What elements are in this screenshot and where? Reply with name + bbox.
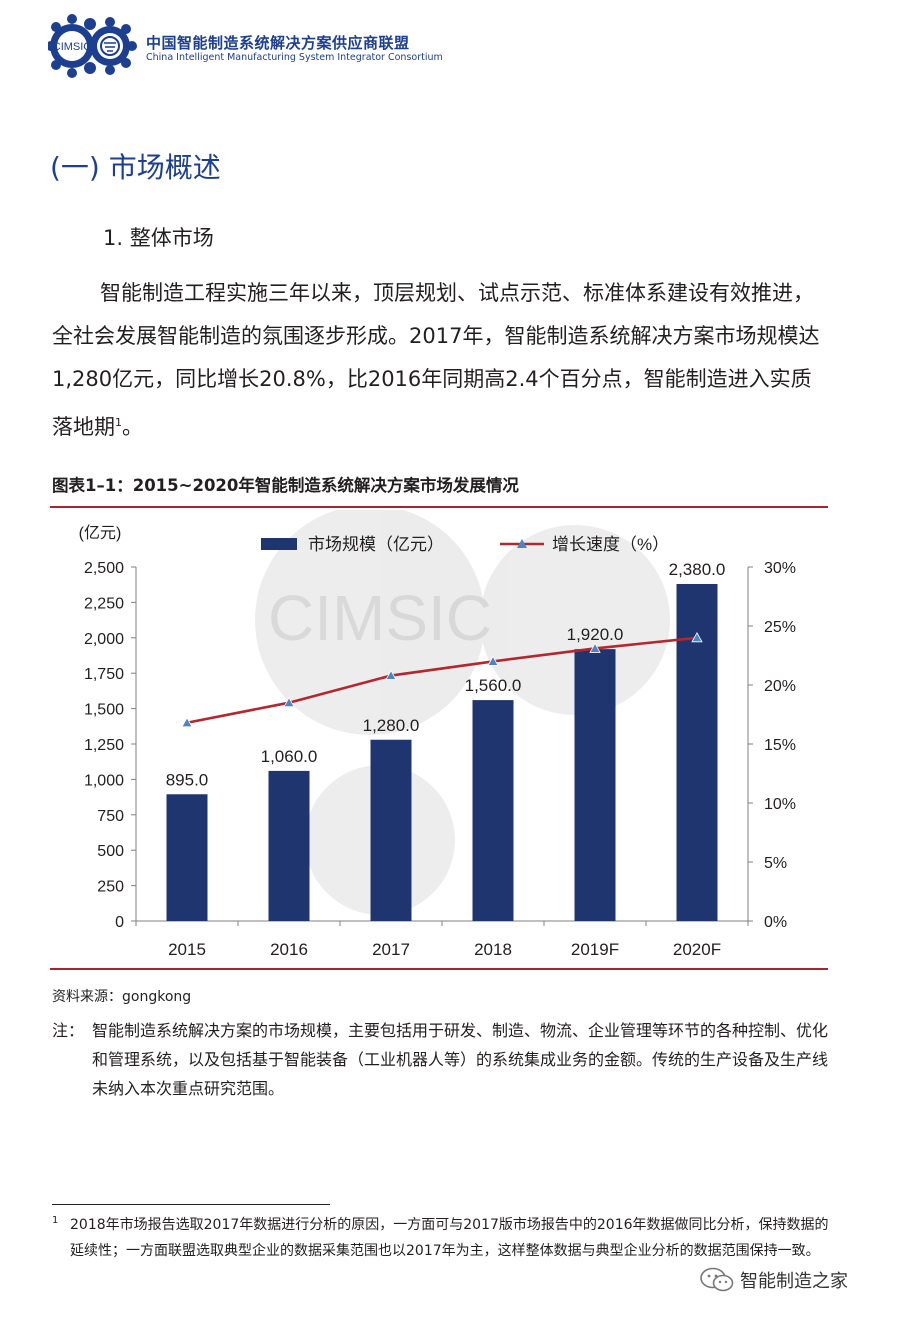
category-label: 2016 [270,940,308,959]
section-title: (一) 市场概述 [50,151,221,184]
bar [574,649,616,921]
bar-data-label: 2,380.0 [669,560,726,579]
right-tick-label: 30% [764,560,796,577]
wechat-watermark: 智能制造之家 [700,1266,848,1294]
legend-label-bar: 市场规模（亿元） [308,535,444,554]
bar-data-label: 1,280.0 [363,716,420,735]
footnote-ref: 1 [115,416,122,429]
wechat-icon [700,1267,734,1292]
bar-data-label: 1,060.0 [261,747,318,766]
left-tick-label: 0 [115,914,124,931]
left-tick-label: 2,250 [84,595,124,612]
figure-top-rule [50,506,828,508]
left-tick-label: 500 [97,843,124,860]
right-tick-label: 25% [764,619,796,636]
growth-marker [589,642,601,653]
category-label: 2020F [673,940,721,959]
bar-data-label: 895.0 [166,770,209,789]
left-tick-label: 1,500 [84,702,124,719]
legend-label-line: 增长速度（%） [552,535,669,554]
right-tick-label: 0% [764,914,787,931]
footnote-rule [52,1204,330,1205]
category-label: 2015 [168,940,206,959]
footnote-text: 2018年市场报告选取2017年数据进行分析的原因，一方面可与2017版市场报告… [70,1217,829,1259]
right-tick-label: 5% [764,855,787,872]
bar [472,700,514,921]
left-tick-label: 2,000 [84,631,124,648]
footnote: 1 2018年市场报告选取2017年数据进行分析的原因，一方面可与2017版市场… [52,1212,832,1264]
bar [268,770,310,921]
org-name-en: China Intelligent Manufacturing System I… [146,52,443,63]
figure-source: 资料来源：gongkong [52,989,192,1005]
y-axis-unit: (亿元) [79,524,122,542]
market-chart: CIMSIC 0 250 500 750 1,000 1,250 1,500 1,750 2,0… [79,510,796,959]
left-tick-label: 1,750 [84,666,124,683]
bar [370,739,412,921]
figure-caption: 图表1–1：2015~2020年智能制造系统解决方案市场发展情况 [52,476,519,495]
note-label: 注： [52,1021,85,1040]
bar-data-label: 1,560.0 [465,676,522,695]
growth-marker [487,655,499,666]
category-label: 2017 [372,940,410,959]
wechat-label: 智能制造之家 [740,1271,848,1292]
growth-marker [181,716,193,728]
bar [166,794,208,921]
legend-swatch-bar [261,538,297,550]
left-tick-label: 2,500 [84,560,124,577]
body-paragraph: 智能制造工程实施三年以来，顶层规划、试点示范、标准体系建设有效推进，全社会发展智… [52,272,832,449]
svg-text:CIMSIC: CIMSIC [53,41,92,53]
footnote-number: 1 [52,1215,59,1226]
paragraph-end: 。 [122,415,143,439]
left-tick-label: 1,000 [84,772,124,789]
org-name-cn: 中国智能制造系统解决方案供应商联盟 [146,34,410,52]
category-label: 2018 [474,940,512,959]
figure-note: 注： 智能制造系统解决方案的市场规模，主要包括用于研发、制造、物流、企业管理等环… [52,1016,832,1103]
right-tick-label: 20% [764,678,796,695]
figure-bottom-rule [50,968,828,970]
subsection-title: 1. 整体市场 [103,226,214,250]
growth-marker [283,696,295,708]
growth-marker [385,669,397,680]
paragraph-text: 智能制造工程实施三年以来，顶层规划、试点示范、标准体系建设有效推进，全社会发展智… [52,281,820,439]
growth-line [186,636,698,725]
right-tick-label: 10% [764,796,796,813]
growth-marker [691,631,703,643]
right-tick-label: 15% [764,737,796,754]
category-label: 2019F [571,940,619,959]
watermark-text: CIMSIC [268,582,492,654]
legend-swatch-marker [517,539,527,548]
left-tick-label: 750 [97,808,124,825]
cimsic-logo: CIMSIC [48,14,137,78]
left-tick-label: 250 [97,879,124,896]
note-text: 智能制造系统解决方案的市场规模，主要包括用于研发、制造、物流、企业管理等环节的各… [92,1021,829,1098]
bar-data-label: 1,920.0 [567,625,624,644]
left-tick-label: 1,250 [84,737,124,754]
